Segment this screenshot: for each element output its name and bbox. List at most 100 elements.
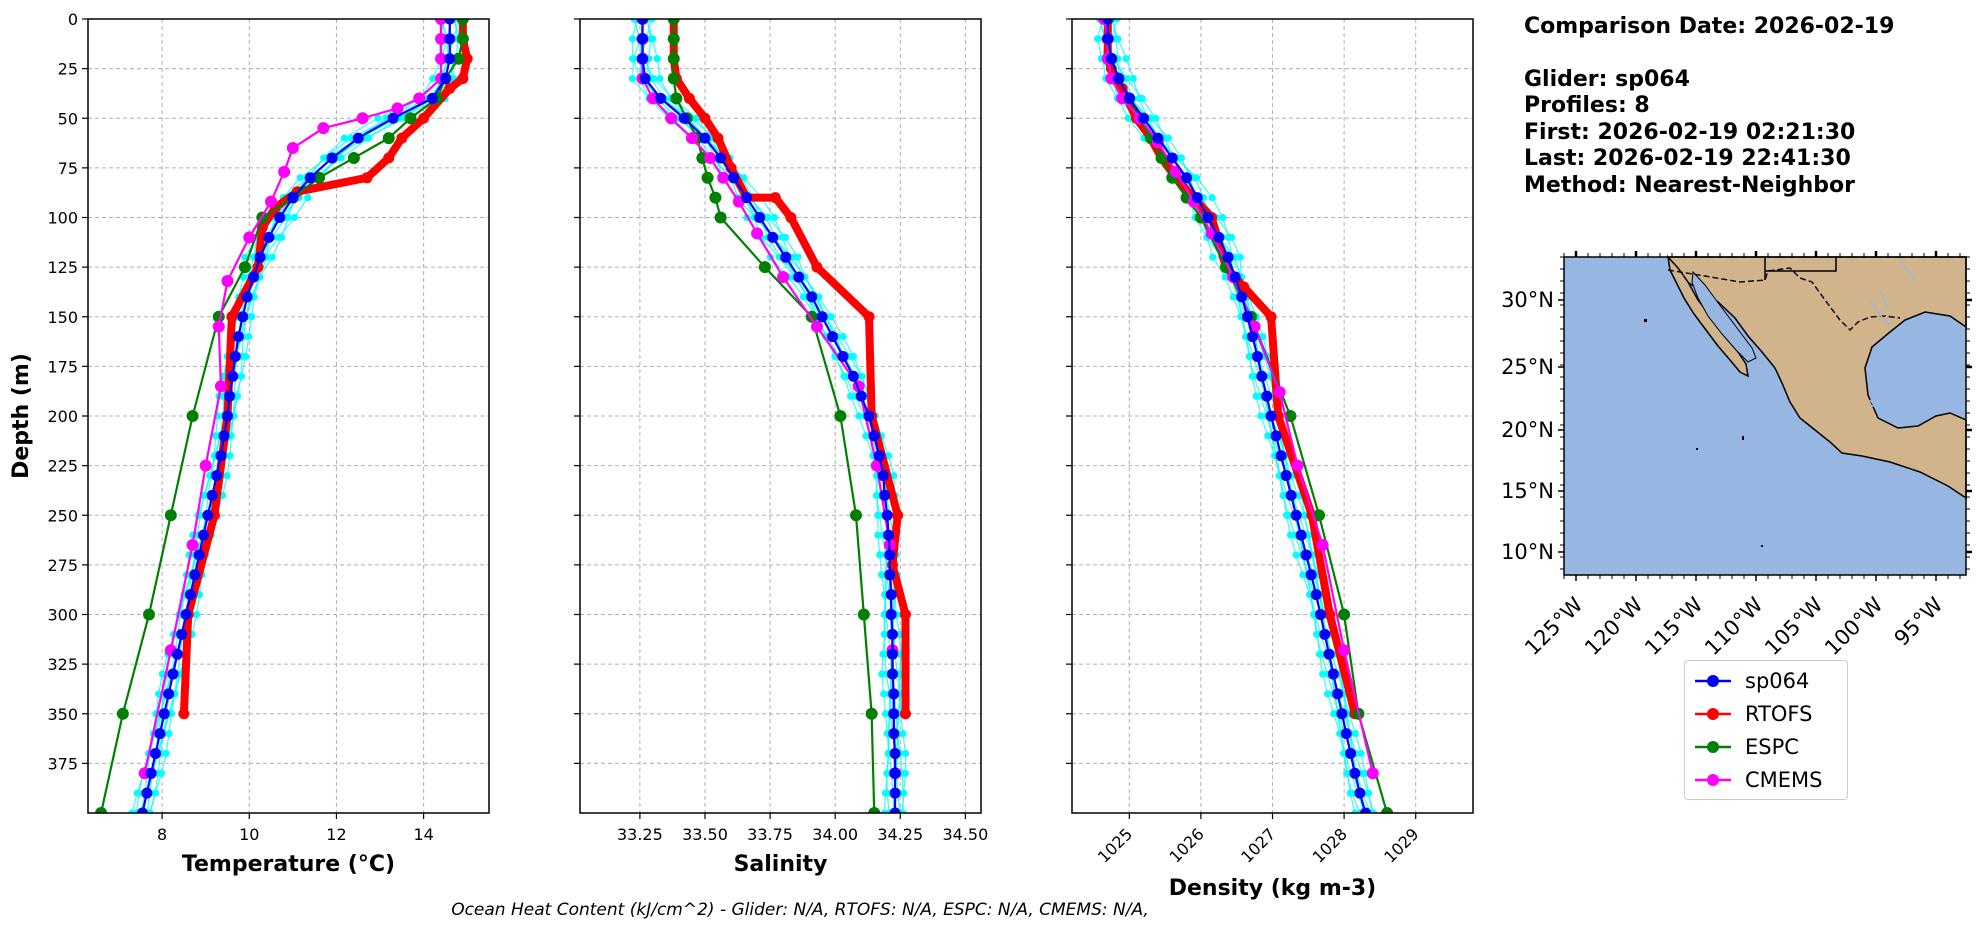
espc-point bbox=[382, 132, 395, 145]
espc-point bbox=[667, 52, 680, 65]
glider-profile-point bbox=[883, 789, 891, 797]
sp064-point bbox=[855, 390, 867, 402]
sp064-point bbox=[699, 132, 711, 144]
espc-point bbox=[758, 261, 771, 274]
y-tick-label: 100 bbox=[47, 209, 78, 228]
sp064-point bbox=[888, 728, 900, 740]
sp064-point bbox=[884, 569, 896, 581]
glider-profile-point bbox=[226, 452, 234, 460]
sp064-point bbox=[728, 172, 740, 184]
glider-profile-point bbox=[242, 352, 250, 361]
rtofs-point bbox=[811, 261, 823, 273]
sp064-point bbox=[198, 529, 210, 541]
legend-marker-icon bbox=[1695, 774, 1731, 786]
sp064-point bbox=[1300, 549, 1312, 561]
sp064-point bbox=[145, 767, 157, 779]
glider-profile-point bbox=[1208, 194, 1216, 202]
sp064-point bbox=[1152, 132, 1164, 144]
espc-point bbox=[456, 19, 469, 25]
cmems-point bbox=[317, 122, 330, 135]
y-tick-label: 350 bbox=[47, 705, 78, 724]
sp064-point bbox=[1251, 350, 1263, 362]
sp064-point bbox=[655, 92, 667, 104]
glider-profile-point bbox=[815, 293, 823, 301]
sp064-point bbox=[889, 787, 901, 799]
temperature-panel: 0 25 50 75 100 125 150 175 200 225 250 275 300 325 350… bbox=[9, 10, 490, 877]
rtofs-point bbox=[383, 152, 395, 164]
legend-label: sp064 bbox=[1745, 669, 1810, 693]
glider-profile-point bbox=[1292, 551, 1300, 559]
espc-point bbox=[850, 509, 863, 522]
sp064-point bbox=[163, 688, 175, 700]
x-tick-label: 8 bbox=[157, 825, 167, 844]
glider-profile-point bbox=[884, 452, 893, 460]
y-tick-label: 0 bbox=[68, 10, 78, 29]
last-time: Last: 2026-02-19 22:41:30 bbox=[1524, 146, 1851, 171]
sp064-point bbox=[444, 19, 456, 25]
x-tick-label: 10 bbox=[239, 825, 259, 844]
sp064-point bbox=[636, 19, 648, 25]
map-borders bbox=[1667, 267, 1901, 331]
glider-profile-point bbox=[649, 74, 658, 83]
rtofs-point bbox=[226, 311, 238, 323]
glider-profile-point bbox=[1123, 74, 1131, 83]
sp064-point bbox=[888, 688, 900, 700]
sp064-point bbox=[167, 668, 179, 680]
espc-point bbox=[456, 32, 469, 45]
sp064-point bbox=[439, 73, 451, 85]
sp064-point bbox=[426, 92, 438, 104]
sp064-point bbox=[1305, 569, 1317, 581]
rtofs-point bbox=[361, 172, 373, 184]
sp064-point bbox=[1345, 747, 1357, 759]
glider-profile-point bbox=[1151, 114, 1160, 122]
x-tick-label: 33.75 bbox=[747, 825, 793, 844]
sp064-point bbox=[816, 311, 828, 323]
glider-profile-point bbox=[1209, 253, 1217, 261]
rtofs-point bbox=[886, 559, 898, 571]
espc-point bbox=[865, 707, 878, 720]
rtofs-point bbox=[1238, 281, 1250, 293]
glider-profile-point bbox=[827, 313, 835, 321]
cmems-point bbox=[646, 92, 659, 105]
y-tick-label: 325 bbox=[47, 655, 78, 674]
sp064-point bbox=[1236, 291, 1248, 303]
sp064-point bbox=[1261, 390, 1273, 402]
cmems-point bbox=[356, 112, 369, 125]
sp064-point bbox=[793, 271, 805, 283]
rtofs-point bbox=[892, 509, 904, 521]
sp064-point bbox=[885, 609, 897, 620]
espc-point bbox=[1338, 608, 1351, 621]
x-tick-label: 33.25 bbox=[617, 825, 663, 844]
sp064-point bbox=[444, 53, 456, 65]
glider-profile-point bbox=[245, 333, 253, 341]
sp064-point bbox=[211, 470, 223, 482]
espc-point bbox=[1284, 410, 1297, 422]
cmems-point bbox=[435, 52, 448, 65]
glider-profile-point bbox=[858, 372, 866, 380]
glider-profile-point bbox=[880, 690, 888, 698]
glider-profile-point bbox=[656, 74, 664, 83]
glider-profile-point bbox=[429, 74, 437, 83]
espc-point bbox=[667, 19, 680, 25]
cmems-point bbox=[717, 171, 730, 184]
sp064-point bbox=[1123, 92, 1135, 104]
glider-profile-point bbox=[223, 471, 231, 480]
glider-profile-point bbox=[157, 769, 166, 777]
sp064-point bbox=[1314, 609, 1326, 620]
sp064-point bbox=[678, 112, 690, 124]
sp064-point bbox=[885, 589, 897, 601]
density-x-axis-label: Density (kg m-3) bbox=[1169, 876, 1377, 901]
sp064-point bbox=[1166, 152, 1178, 164]
x-tick-label: 34.50 bbox=[942, 825, 988, 844]
sp064-point bbox=[193, 549, 205, 561]
map-lat-label: 15°N bbox=[1501, 479, 1554, 503]
sp064-point bbox=[1336, 708, 1348, 720]
glider-profile-point bbox=[227, 432, 235, 440]
glider-profile-point bbox=[275, 233, 283, 241]
sp064-point bbox=[232, 331, 244, 343]
method: Method: Nearest-Neighbor bbox=[1524, 172, 1855, 198]
comparison-info: Comparison Date: 2026-02-19 Glider: sp06… bbox=[1524, 14, 1894, 199]
legend-item-espc: ESPC bbox=[1693, 733, 1799, 761]
glider-profile-point bbox=[890, 471, 898, 480]
sp064-point bbox=[889, 747, 901, 759]
